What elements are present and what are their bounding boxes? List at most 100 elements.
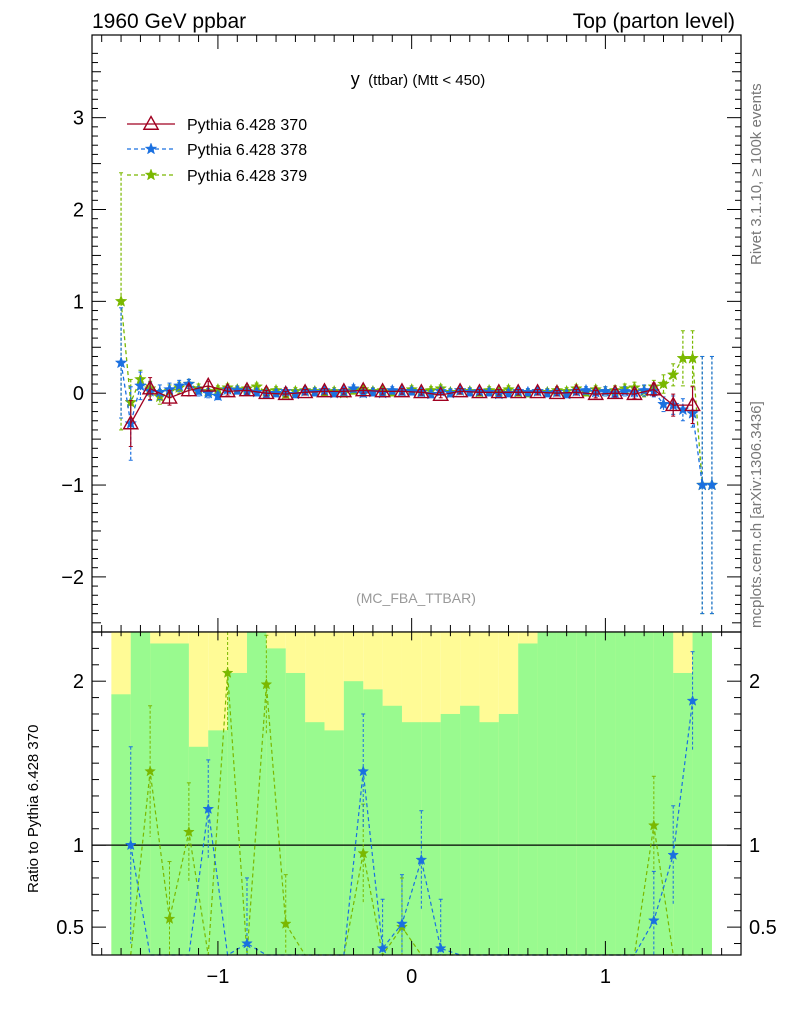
legend-label: Pythia 6.428 379 <box>187 168 307 185</box>
header-left-label: 1960 GeV ppbar <box>92 10 246 33</box>
legend: Pythia 6.428 370 Pythia 6.428 378 Pythia 6… <box>127 115 307 185</box>
data-point-triangle <box>548 384 566 400</box>
legend-label: Pythia 6.428 370 <box>187 117 307 134</box>
ratio-point-star <box>163 912 176 924</box>
data-point-star <box>686 351 699 364</box>
x-tick-label: 1 <box>600 966 611 988</box>
y-tick-label: −2 <box>61 567 84 589</box>
ratio-band-green <box>576 632 596 955</box>
y-tick-label: 1 <box>73 291 84 313</box>
data-point-triangle <box>354 381 372 397</box>
ratio-point-star <box>182 825 195 838</box>
ratio-band-green <box>634 632 654 955</box>
data-point-star <box>637 383 651 396</box>
plot-title-sub: (ttbar) (Mtt < 450) <box>368 72 485 89</box>
ratio-band-green <box>343 681 364 955</box>
legend-item-0: Pythia 6.428 370 <box>127 115 307 134</box>
series-0 <box>122 376 701 447</box>
data-point-triangle <box>529 383 546 399</box>
y-tick-label: −1 <box>61 475 84 497</box>
series-1 <box>114 307 719 615</box>
data-point-triangle <box>587 385 605 401</box>
ratio-band-green <box>227 672 247 955</box>
data-point-triangle <box>568 383 585 399</box>
ratio-axes: 0.5 0.5 1 1 2 2 −1 0 1 <box>56 631 777 988</box>
ratio-point-star <box>647 819 660 831</box>
data-point-triangle <box>141 379 159 395</box>
ratio-band-green <box>595 632 616 955</box>
analysis-watermark: (MC_FBA_TTBAR) <box>356 590 476 606</box>
x-tick-label: 0 <box>406 966 417 988</box>
ratio-y-tick-label: 0.5 <box>56 917 84 939</box>
data-point-triangle <box>645 380 663 396</box>
data-point-star <box>114 294 128 307</box>
ratio-band-green <box>363 689 383 955</box>
data-point-star <box>385 383 399 396</box>
data-point-star <box>269 386 283 399</box>
y-tick-label: 3 <box>73 108 84 130</box>
ratio-point-star <box>144 765 157 777</box>
data-point-triangle <box>296 383 314 399</box>
ratio-point-star <box>396 917 408 929</box>
ratio-band-green <box>382 705 402 955</box>
ratio-band-green <box>324 730 344 955</box>
ratio-series-1 <box>124 651 699 956</box>
ratio-point-star <box>279 917 292 929</box>
data-point-triangle <box>258 384 275 400</box>
ratio-band-green <box>285 672 306 955</box>
ratio-point-star <box>221 666 234 678</box>
data-point-triangle <box>451 382 469 398</box>
data-point-triangle <box>316 382 333 398</box>
ratio-band-green <box>673 672 693 955</box>
main-series-layer <box>114 172 719 615</box>
data-point-triangle <box>219 382 236 398</box>
ratio-point-star <box>357 847 370 859</box>
ratio-y-tick-label: 1 <box>73 835 84 857</box>
data-point-triangle <box>199 376 217 392</box>
legend-marker-star <box>144 168 158 181</box>
ratio-point-star <box>686 694 699 706</box>
ratio-band-green <box>518 643 538 955</box>
data-point-star <box>172 379 186 392</box>
ratio-point-star <box>241 937 253 949</box>
data-point-star <box>657 377 670 390</box>
ratio-band-green <box>537 632 557 955</box>
ratio-band-green <box>150 643 170 955</box>
y-tick-label: 2 <box>73 200 84 222</box>
data-point-triangle <box>432 386 450 401</box>
ratio-band-green <box>498 713 519 955</box>
ratio-bands <box>111 632 712 955</box>
x-tick-label: −1 <box>207 966 230 988</box>
ratio-point-star <box>260 678 273 690</box>
ratio-band-green <box>692 632 712 955</box>
data-point-star <box>230 383 244 396</box>
ratio-frame <box>91 631 742 956</box>
data-point-triangle <box>684 396 701 412</box>
plot-title-main: y <box>351 69 360 89</box>
data-point-triangle <box>374 382 391 398</box>
ratio-band-green <box>246 632 267 955</box>
ratio-band-green <box>653 632 674 955</box>
ratio-band-green <box>421 722 441 955</box>
legend-label: Pythia 6.428 378 <box>187 142 307 159</box>
ratio-point-star <box>415 853 428 865</box>
ratio-y-tick-label-right: 2 <box>749 671 760 693</box>
data-point-triangle <box>471 383 488 399</box>
data-point-triangle <box>238 381 256 397</box>
plot-title: y (ttbar) (Mtt < 450) <box>351 69 486 89</box>
legend-item-2: Pythia 6.428 379 <box>127 168 307 185</box>
header-right-label: Top (parton level) <box>573 10 735 33</box>
legend-item-1: Pythia 6.428 378 <box>127 142 307 159</box>
legend-marker-star <box>144 142 158 155</box>
ratio-point-star <box>124 838 137 851</box>
ratio-y-tick-label-right: 0.5 <box>749 917 777 939</box>
data-point-triangle <box>509 383 527 399</box>
data-point-star <box>666 368 680 381</box>
data-point-star <box>705 478 719 491</box>
ratio-point-star <box>647 914 660 926</box>
data-point-triangle <box>335 382 353 398</box>
ratio-point-star <box>434 942 447 954</box>
ratio-band-green <box>208 730 228 955</box>
ratio-band-green <box>556 632 577 955</box>
